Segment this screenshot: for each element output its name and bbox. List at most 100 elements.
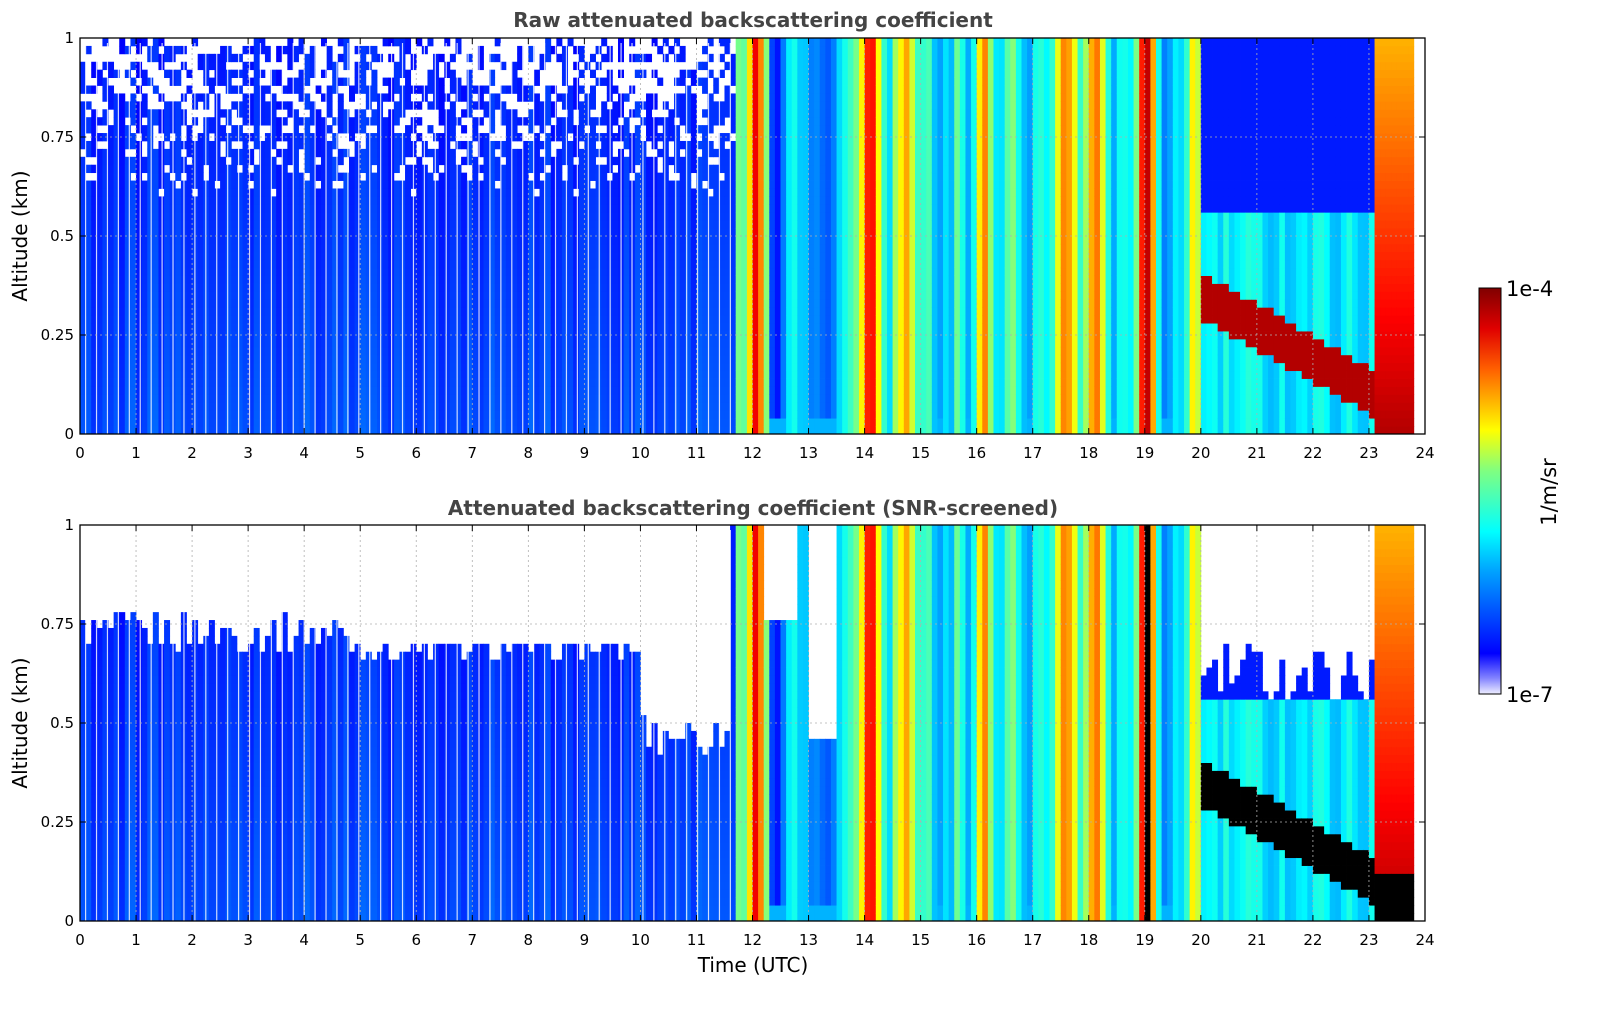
heatmap-cell xyxy=(702,315,709,324)
heatmap-cell xyxy=(208,228,215,237)
heatmap-cell xyxy=(511,188,518,197)
heatmap-cell xyxy=(141,402,148,411)
heatmap-cell xyxy=(657,236,664,245)
heatmap-cell xyxy=(220,362,227,372)
heatmap-cell xyxy=(573,362,580,372)
heatmap-cell xyxy=(589,196,596,205)
heatmap-cell xyxy=(718,283,725,292)
heatmap-cell xyxy=(102,283,109,292)
heatmap-cell xyxy=(573,236,580,245)
heatmap-cell xyxy=(287,61,294,71)
heatmap-cell xyxy=(119,140,126,150)
heatmap-cell xyxy=(472,85,479,94)
heatmap-cell xyxy=(567,378,574,387)
heatmap-cell xyxy=(494,283,501,292)
heatmap-cell xyxy=(164,212,171,221)
heatmap-cell xyxy=(724,331,731,340)
heatmap-cell xyxy=(539,117,546,126)
heatmap-cell xyxy=(528,283,535,292)
heatmap-cell xyxy=(315,299,322,308)
heatmap-cell xyxy=(253,101,260,110)
heatmap-cell xyxy=(517,402,524,411)
heatmap-cell xyxy=(214,220,221,229)
heatmap-cell xyxy=(584,251,591,261)
heatmap-cell xyxy=(208,148,215,158)
heatmap-cell xyxy=(130,315,137,324)
heatmap-cell xyxy=(584,370,591,379)
heatmap-cell xyxy=(208,386,215,395)
heatmap-cell xyxy=(315,140,322,150)
heatmap-cell xyxy=(248,354,255,364)
heatmap-cell xyxy=(528,394,535,403)
heatmap-cell xyxy=(657,283,664,292)
heatmap-cell xyxy=(326,267,333,276)
heatmap-cell xyxy=(707,109,714,118)
heatmap-cell xyxy=(545,156,552,166)
heatmap-cell xyxy=(147,338,154,348)
heatmap-cell xyxy=(377,180,384,189)
heatmap-cell xyxy=(595,346,602,356)
heatmap-cell xyxy=(124,370,131,379)
heatmap-cell xyxy=(528,212,535,221)
heatmap-cell xyxy=(477,228,484,237)
heatmap-cell xyxy=(337,228,344,237)
heatmap-cell xyxy=(461,212,468,221)
heatmap-cell xyxy=(113,259,120,269)
heatmap-cell xyxy=(349,93,355,102)
heatmap-cell xyxy=(528,140,535,150)
heatmap-cell xyxy=(646,402,653,411)
heatmap-cell xyxy=(623,196,630,205)
heatmap-cell xyxy=(556,188,563,197)
heatmap-cell xyxy=(679,307,686,316)
heatmap-cell xyxy=(416,228,423,237)
heatmap-cell xyxy=(533,259,540,269)
heatmap-cell xyxy=(393,259,400,269)
heatmap-cell xyxy=(646,386,653,395)
heatmap-cell xyxy=(466,53,473,63)
heatmap-cell xyxy=(85,164,92,174)
heatmap-cell xyxy=(702,148,709,158)
heatmap-cell xyxy=(214,315,221,324)
heatmap-cell xyxy=(231,354,238,364)
heatmap-cell xyxy=(685,291,692,300)
heatmap-cell xyxy=(130,133,137,142)
heatmap-cell xyxy=(365,315,372,324)
heatmap-cell xyxy=(113,410,120,419)
heatmap-cell xyxy=(584,315,591,324)
heatmap-cell xyxy=(337,53,344,63)
heatmap-cell xyxy=(595,315,602,324)
heatmap-cell xyxy=(718,259,725,269)
heatmap-cell xyxy=(141,101,148,110)
heatmap-cell xyxy=(96,426,103,435)
heatmap-cell xyxy=(292,172,299,181)
heatmap-cell xyxy=(545,362,552,372)
heatmap-cell xyxy=(500,338,507,348)
heatmap-cell xyxy=(214,188,221,197)
heatmap-cell xyxy=(601,109,608,118)
heatmap-cell xyxy=(623,426,630,435)
heatmap-cell xyxy=(589,402,596,411)
heatmap-cell xyxy=(354,426,361,435)
heatmap-cell xyxy=(567,323,574,332)
heatmap-cell xyxy=(449,378,456,387)
heatmap-cell xyxy=(494,140,501,150)
heatmap-cell xyxy=(573,291,580,300)
heatmap-cell xyxy=(578,338,585,348)
heatmap-cell xyxy=(102,394,109,403)
heatmap-cell xyxy=(730,267,737,276)
heatmap-cell xyxy=(102,156,109,166)
heatmap-cell xyxy=(533,109,540,118)
heatmap-cell xyxy=(483,220,490,229)
heatmap-cell xyxy=(416,267,423,276)
heatmap-cell xyxy=(214,212,221,221)
heatmap-cell xyxy=(371,77,378,86)
heatmap-cell xyxy=(522,164,529,174)
heatmap-cell xyxy=(214,386,221,395)
heatmap-cell xyxy=(292,370,299,379)
heatmap-cell xyxy=(343,172,350,181)
heatmap-cell xyxy=(214,172,221,181)
heatmap-cell xyxy=(674,394,681,403)
heatmap-cell xyxy=(175,378,182,387)
heatmap-cell xyxy=(612,386,619,395)
heatmap-cell xyxy=(147,410,154,419)
